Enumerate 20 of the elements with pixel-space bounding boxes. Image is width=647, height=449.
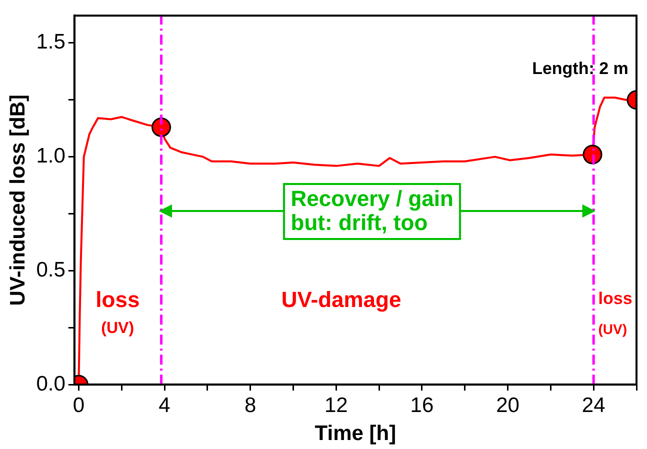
annotation: UV-damage (281, 286, 402, 312)
y-tick-label: 1.5 (36, 30, 66, 54)
x-tick-label: 16 (410, 394, 434, 417)
annotation: loss (598, 289, 632, 309)
x-tick-label: 4 (158, 394, 171, 417)
annotation: Length: 2 m (532, 58, 628, 78)
x-tick-label: 24 (582, 394, 606, 417)
y-tick-label: 0.0 (36, 372, 66, 396)
annotation: (UV) (101, 320, 134, 338)
x-tick-label: 20 (496, 394, 520, 417)
x-tick-label: 0 (72, 394, 85, 417)
annotation: Recovery / gain but: drift, too (282, 183, 462, 240)
x-tick-label: 8 (244, 394, 256, 417)
y-axis-title: UV-induced loss [dB] (6, 94, 30, 306)
annotation: loss (96, 286, 140, 312)
x-axis-title: Time [h] (314, 422, 396, 446)
y-tick-label: 1.0 (36, 144, 66, 168)
x-tick-label: 12 (324, 394, 348, 417)
annotation: (UV) (598, 320, 628, 338)
y-tick-label: 0.5 (36, 258, 66, 282)
